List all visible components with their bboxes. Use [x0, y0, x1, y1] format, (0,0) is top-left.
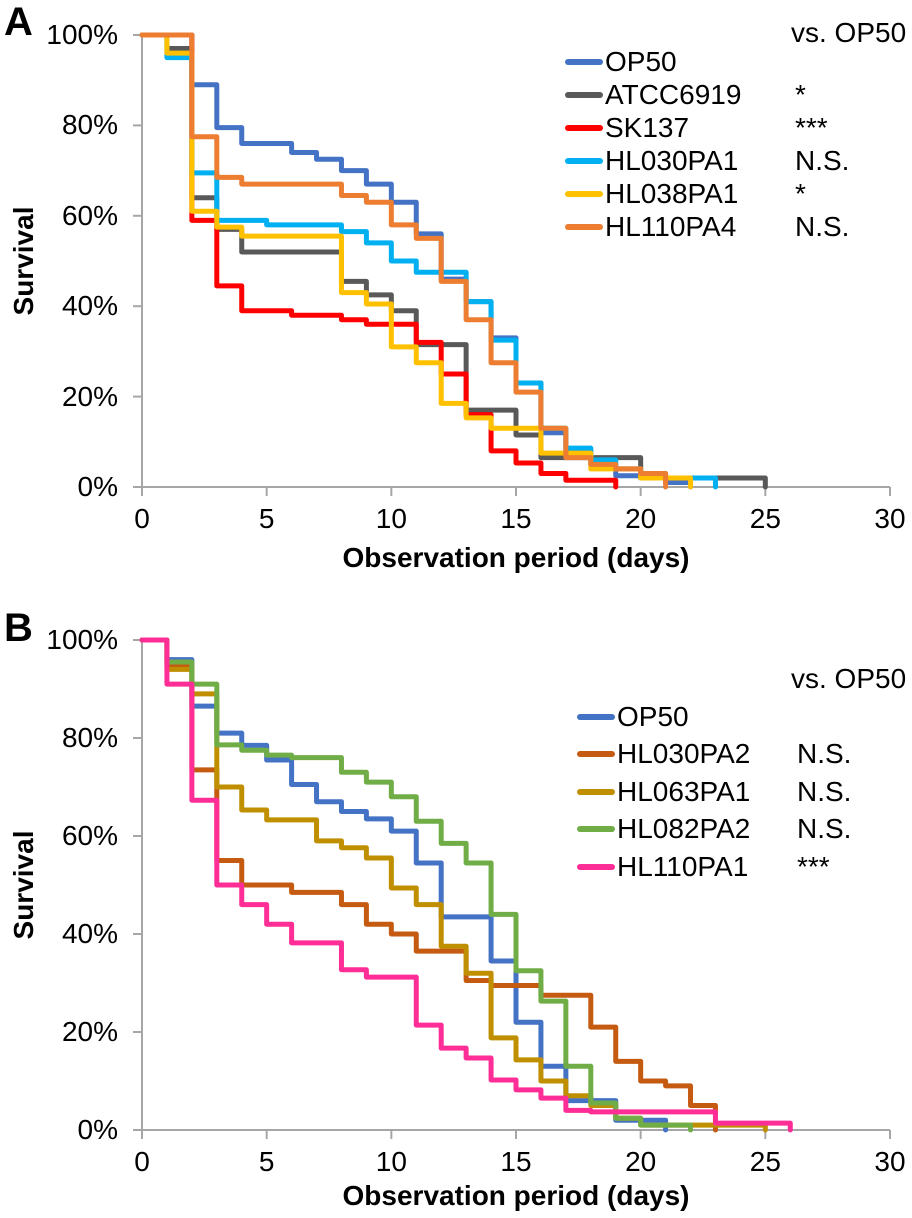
legend-item-hl038pa1: HL038PA1 — [565, 178, 738, 210]
legend-item-hl110pa4: HL110PA4 — [565, 211, 736, 243]
panel-b-x-axis-title: Observation period (days) — [342, 1180, 690, 1211]
legend-item-sk137: SK137 — [565, 112, 689, 144]
x-tick-label: 10 — [375, 1146, 407, 1177]
significance-label-atcc6919: * — [795, 79, 806, 110]
significance-label-hl063pa1: N.S. — [797, 775, 852, 807]
y-tick-label: 80% — [61, 109, 118, 141]
legend-item-hl030pa2: HL030PA2 — [577, 738, 750, 770]
x-tick-label: 25 — [749, 503, 781, 534]
survival-curve-hl038pa1 — [139, 32, 694, 490]
legend-item-op50: OP50 — [565, 46, 677, 78]
x-tick-label: 10 — [375, 503, 407, 534]
legend-swatch-hl030pa1 — [565, 158, 603, 164]
x-tick-label: 0 — [134, 1146, 150, 1177]
legend-label-op50: OP50 — [605, 46, 677, 77]
survival-curve-sk137 — [139, 32, 619, 490]
legend-item-hl110pa1: HL110PA1 — [577, 851, 748, 883]
legend-item-hl063pa1: HL063PA1 — [577, 776, 750, 808]
x-tick-label: 30 — [874, 503, 906, 534]
legend-swatch-sk137 — [565, 125, 603, 131]
legend-swatch-hl030pa2 — [577, 751, 615, 758]
x-tick-label: 5 — [258, 1146, 275, 1177]
legend-swatch-hl063pa1 — [577, 788, 615, 795]
panel-b-letter: B — [4, 606, 33, 650]
legend-swatch-op50 — [565, 59, 603, 65]
panel-a-letter: A — [4, 0, 33, 44]
survival-curve-hl082pa2 — [139, 637, 694, 1133]
y-tick-label: 80% — [61, 722, 118, 753]
x-tick-label: 30 — [874, 1146, 906, 1177]
x-tick-label: 20 — [625, 1146, 657, 1177]
significance-label-sk137: *** — [795, 112, 828, 143]
legend-label-hl030pa2: HL030PA2 — [617, 738, 751, 770]
panel-a-x-axis-title: Observation period (days) — [342, 542, 690, 573]
significance-label-hl110pa1: *** — [797, 850, 830, 882]
x-tick-label: 20 — [625, 503, 657, 534]
y-tick-label: 0% — [77, 1114, 118, 1145]
significance-label-hl030pa2: N.S. — [797, 738, 852, 770]
survival-curve-hl110pa4 — [139, 32, 669, 490]
legend-item-op50: OP50 — [577, 701, 689, 733]
x-tick-label: 15 — [500, 503, 532, 534]
y-tick-label: 40% — [61, 290, 118, 322]
legend-swatch-op50 — [577, 714, 615, 720]
legend-swatch-hl082pa2 — [577, 826, 615, 833]
legend-label-hl110pa1: HL110PA1 — [617, 850, 749, 882]
legend-label-hl063pa1: HL063PA1 — [617, 775, 751, 807]
panel-b-legend-header: vs. OP50 — [791, 663, 907, 694]
y-tick-label: 60% — [61, 199, 118, 231]
legend-item-atcc6919: ATCC6919 — [565, 79, 741, 111]
legend-swatch-hl110pa1 — [577, 863, 615, 870]
significance-label-hl082pa2: N.S. — [797, 813, 852, 845]
x-tick-label: 0 — [134, 503, 150, 534]
legend-item-hl030pa1: HL030PA1 — [565, 145, 738, 177]
significance-label-hl110pa4: N.S. — [795, 211, 850, 242]
legend-item-hl082pa2: HL082PA2 — [577, 813, 750, 845]
significance-label-hl030pa1: N.S. — [795, 145, 850, 176]
y-tick-label: 20% — [61, 1016, 118, 1047]
legend-swatch-hl038pa1 — [565, 191, 603, 197]
x-tick-label: 5 — [258, 503, 275, 534]
y-tick-label: 100% — [46, 19, 118, 50]
x-tick-label: 25 — [749, 1146, 781, 1177]
x-tick-label: 15 — [500, 1146, 532, 1177]
legend-label-sk137: SK137 — [605, 112, 690, 143]
legend-label-hl110pa4: HL110PA4 — [605, 211, 737, 242]
legend-swatch-atcc6919 — [565, 92, 603, 98]
y-tick-label: 60% — [61, 820, 118, 851]
legend-label-hl038pa1: HL038PA1 — [605, 178, 739, 209]
y-tick-label: 20% — [61, 380, 118, 412]
legend-label-op50: OP50 — [617, 701, 689, 732]
significance-label-hl038pa1: * — [795, 178, 806, 209]
legend-label-atcc6919: ATCC6919 — [605, 79, 742, 110]
y-tick-label: 100% — [46, 624, 118, 655]
legend-swatch-hl110pa4 — [565, 224, 603, 230]
y-tick-label: 40% — [61, 918, 118, 949]
panel-a-legend-header: vs. OP50 — [791, 17, 907, 48]
y-tick-label: 0% — [77, 471, 118, 502]
legend-label-hl082pa2: HL082PA2 — [617, 813, 751, 845]
legend-label-hl030pa1: HL030PA1 — [605, 145, 739, 176]
survival-curve-hl110pa1 — [139, 637, 793, 1133]
